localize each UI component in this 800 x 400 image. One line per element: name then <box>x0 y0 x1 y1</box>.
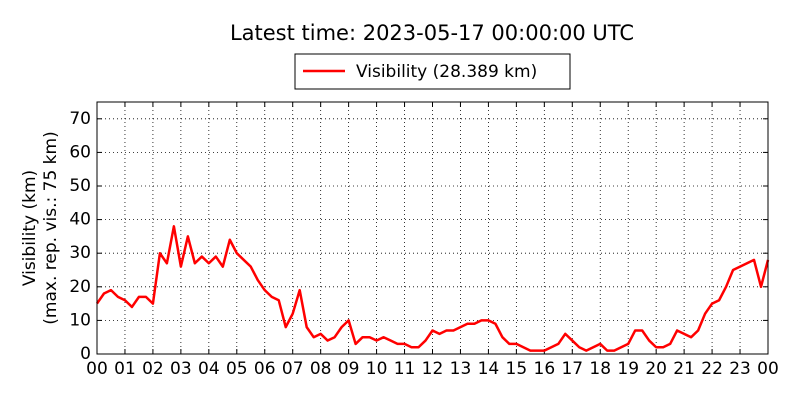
x-tick-label: 08 <box>310 359 332 379</box>
x-tick-label: 16 <box>534 359 556 379</box>
plot-frame <box>96 101 769 355</box>
x-tick-label: 18 <box>589 359 611 379</box>
x-tick-label: 15 <box>506 359 528 379</box>
x-tick-label: 13 <box>450 359 472 379</box>
y-tick-label: 50 <box>69 176 91 196</box>
x-tick-label: 11 <box>394 359 416 379</box>
x-tick-label: 00 <box>86 359 108 379</box>
x-tick-label: 04 <box>198 359 220 379</box>
x-tick-label: 05 <box>226 359 248 379</box>
x-tick-label: 01 <box>114 359 136 379</box>
y-tick-label: 30 <box>69 243 91 263</box>
legend-label: Visibility (28.389 km) <box>356 62 537 82</box>
x-tick-label: 17 <box>561 359 583 379</box>
x-tick-label: 20 <box>645 359 667 379</box>
y-tick-label: 60 <box>69 142 91 162</box>
x-tick-label: 02 <box>142 359 164 379</box>
chart-title: Latest time: 2023-05-17 00:00:00 UTC <box>230 21 634 45</box>
x-tick-label: 14 <box>478 359 500 379</box>
y-tick-label: 70 <box>69 109 91 129</box>
x-tick-label: 19 <box>617 359 639 379</box>
y-tick-label: 20 <box>69 277 91 297</box>
y-axis-label: Visibility (km) <box>20 170 40 286</box>
x-tick-label: 06 <box>254 359 276 379</box>
x-tick-label: 10 <box>366 359 388 379</box>
x-tick-label: 03 <box>170 359 192 379</box>
x-tick-label: 12 <box>422 359 444 379</box>
y-axis-label: (max. rep. vis.: 75 km) <box>41 131 61 324</box>
x-tick-label: 22 <box>701 359 723 379</box>
x-tick-label: 07 <box>282 359 304 379</box>
y-tick-label: 0 <box>80 344 91 364</box>
y-tick-label: 10 <box>69 310 91 330</box>
x-tick-label: 00 <box>757 359 779 379</box>
y-tick-label: 40 <box>69 210 91 230</box>
data-line <box>95 225 770 352</box>
x-tick-label: 23 <box>729 359 751 379</box>
x-tick-label: 09 <box>338 359 360 379</box>
x-tick-label: 21 <box>673 359 695 379</box>
